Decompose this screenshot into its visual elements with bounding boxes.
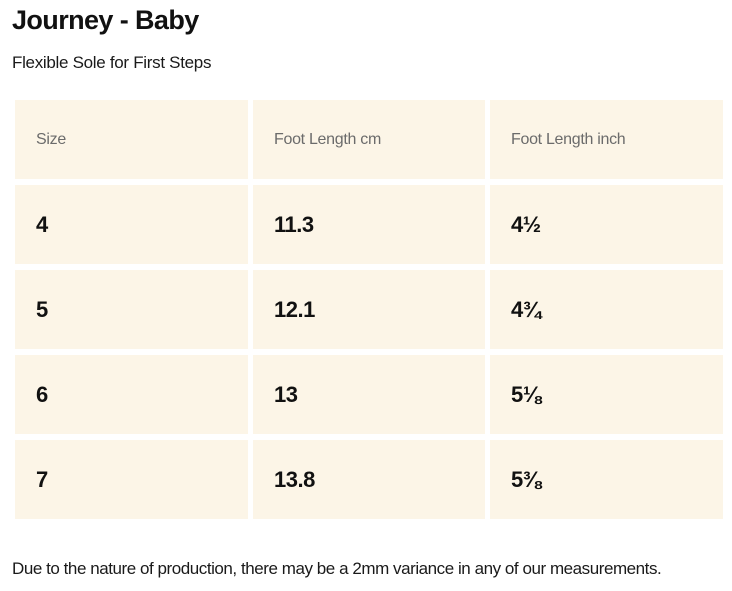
column-header-foot-length-cm: Foot Length cm — [253, 100, 485, 179]
foot-length-inch-cell: 4¾ — [490, 270, 723, 349]
size-cell: 7 — [15, 440, 248, 519]
page-title: Journey - Baby — [12, 5, 199, 35]
size-cell: 6 — [15, 355, 248, 434]
measurement-variance-note: Due to the nature of production, there m… — [12, 559, 662, 578]
size-cell: 4 — [15, 185, 248, 264]
size-cell: 5 — [15, 270, 248, 349]
foot-length-cm-cell: 13 — [253, 355, 485, 434]
foot-length-inch-cell: 5⅜ — [490, 440, 723, 519]
size-table: Size Foot Length cm Foot Length inch 4 1… — [15, 100, 723, 519]
foot-length-inch-cell: 5⅛ — [490, 355, 723, 434]
foot-length-cm-cell: 13.8 — [253, 440, 485, 519]
foot-length-cm-cell: 12.1 — [253, 270, 485, 349]
foot-length-cm-cell: 11.3 — [253, 185, 485, 264]
column-header-foot-length-inch: Foot Length inch — [490, 100, 723, 179]
foot-length-inch-cell: 4½ — [490, 185, 723, 264]
column-header-size: Size — [15, 100, 248, 179]
page-subtitle: Flexible Sole for First Steps — [12, 53, 212, 72]
